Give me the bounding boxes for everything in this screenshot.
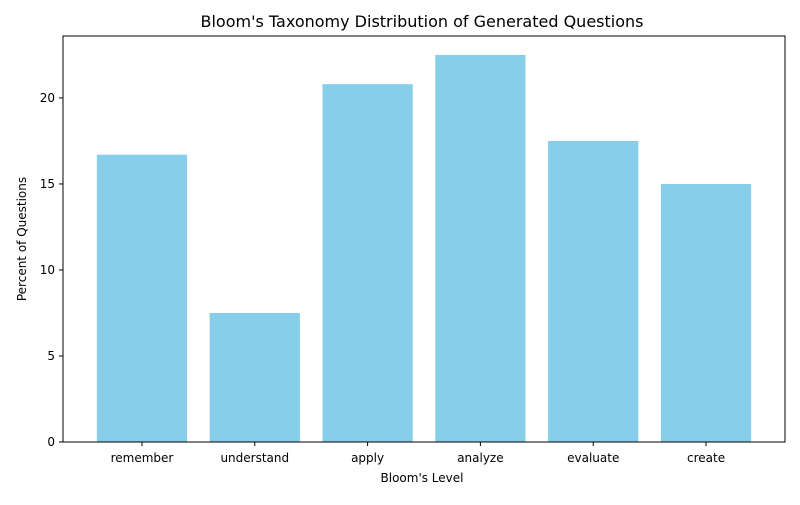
bar-understand — [209, 312, 300, 442]
y-tick-label-15: 15 — [40, 177, 55, 191]
bar-create — [660, 183, 752, 442]
x-tick-label-create: create — [687, 451, 725, 465]
x-tick-label-understand: understand — [220, 451, 289, 465]
x-tick-label-evaluate: evaluate — [567, 451, 619, 465]
y-tick-label-5: 5 — [47, 349, 55, 363]
chart-title: Bloom's Taxonomy Distribution of Generat… — [201, 12, 644, 31]
y-tick-label-20: 20 — [40, 91, 55, 105]
y-tick-label-0: 0 — [47, 435, 55, 449]
bars-layer — [96, 54, 752, 443]
bar-remember — [96, 154, 188, 443]
x-tick-label-remember: remember — [111, 451, 174, 465]
x-tick-label-analyze: analyze — [457, 451, 503, 465]
bar-evaluate — [548, 140, 639, 442]
bar-analyze — [435, 54, 526, 442]
x-axis-label: Bloom's Level — [381, 471, 464, 485]
axes-layer: remember understand apply analyze evaluate cr… — [40, 35, 786, 465]
y-axis-label: Percent of Questions — [15, 177, 29, 301]
x-tick-label-apply: apply — [351, 451, 384, 465]
bar-apply — [322, 84, 413, 442]
y-tick-label-10: 10 — [40, 263, 55, 277]
plot-frame — [62, 35, 786, 443]
